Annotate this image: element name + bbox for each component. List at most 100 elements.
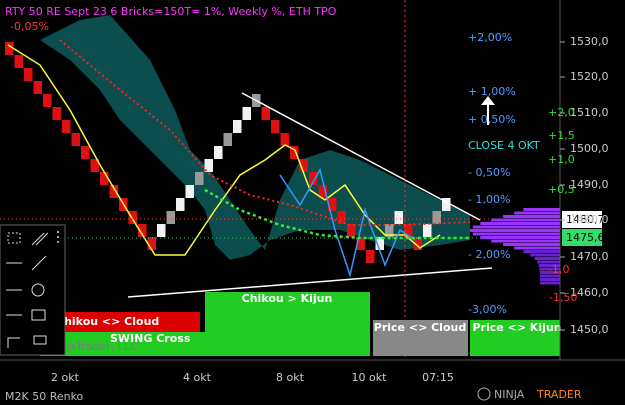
side-level: +1,0 bbox=[548, 153, 575, 166]
brick-down bbox=[138, 224, 147, 237]
change: -0,05% bbox=[10, 20, 49, 33]
brick-down bbox=[261, 107, 270, 120]
tool-ellipse[interactable] bbox=[31, 283, 45, 297]
panel-label: SWING Cross bbox=[110, 332, 191, 345]
tpo-bar bbox=[523, 250, 560, 253]
brick-down bbox=[71, 133, 80, 146]
brick-up bbox=[442, 198, 451, 211]
brick-down bbox=[81, 146, 90, 159]
brick-down bbox=[109, 185, 118, 198]
tpo-bar bbox=[472, 225, 560, 229]
panel-label: Price <> Cloud bbox=[374, 321, 466, 334]
tpo-bar bbox=[472, 232, 560, 236]
tpo-bar bbox=[514, 211, 560, 215]
chikou-line bbox=[279, 168, 416, 278]
panel-label: Chikou <> Cloud bbox=[56, 315, 159, 328]
time-label: 4 okt bbox=[183, 371, 212, 384]
tenkan-line bbox=[59, 39, 471, 226]
brick-down bbox=[299, 159, 308, 172]
kijun-price-box bbox=[562, 229, 602, 246]
tpo-bar bbox=[514, 246, 560, 250]
ichimoku-cloud bbox=[40, 15, 470, 260]
brick-down bbox=[33, 81, 42, 94]
brick-down bbox=[62, 120, 71, 133]
brick-down bbox=[290, 146, 299, 159]
tpo-bar bbox=[539, 271, 560, 274]
brick-up bbox=[375, 237, 384, 250]
price-label: 1480,0 bbox=[570, 213, 609, 226]
trend-line-lower bbox=[127, 267, 493, 298]
last-price: 1480,7 bbox=[566, 213, 605, 226]
brick-up bbox=[166, 211, 175, 224]
tool-select[interactable] bbox=[7, 232, 21, 244]
brick-down bbox=[128, 211, 137, 224]
price-label: 1500,0 bbox=[570, 142, 609, 155]
brick-up bbox=[204, 159, 213, 172]
tpo-bar bbox=[539, 274, 560, 278]
percent-level: CLOSE 4 OKT bbox=[468, 139, 540, 152]
brick-down bbox=[5, 42, 14, 55]
tool-channel[interactable] bbox=[31, 232, 45, 246]
percent-level: + 1,00% bbox=[468, 85, 516, 98]
price-label: 1470,0 bbox=[570, 250, 609, 263]
brick-down bbox=[413, 237, 422, 250]
brick-up bbox=[394, 211, 403, 224]
tpo-bar bbox=[534, 257, 560, 260]
chart-title: RTY 50 RE Sept 23 6 Bricks=150T= 1%, Wee… bbox=[5, 5, 337, 18]
brick-down bbox=[14, 55, 23, 68]
trend-line-upper bbox=[241, 92, 481, 221]
brick-down bbox=[43, 94, 52, 107]
brick-down bbox=[147, 237, 156, 250]
price-label: 1520,0 bbox=[570, 70, 609, 83]
logo-ninja: NINJA bbox=[494, 388, 525, 401]
percent-level: - 0,50% bbox=[468, 166, 510, 179]
brick-up bbox=[185, 185, 194, 198]
footer: M2K 50 Renko bbox=[5, 390, 84, 403]
price-label: 1450,0 bbox=[570, 323, 609, 336]
tool-line[interactable] bbox=[31, 255, 47, 271]
brick-up bbox=[233, 120, 242, 133]
tpo-bar bbox=[523, 208, 560, 211]
time-label: 10 okt bbox=[352, 371, 388, 384]
panel-label: Price <> Kijun bbox=[472, 321, 561, 334]
tool-rectangle[interactable] bbox=[31, 309, 46, 321]
side-level: +1,5 bbox=[548, 129, 575, 142]
tpo-bar bbox=[530, 253, 560, 257]
brick-down bbox=[90, 159, 99, 172]
tpo-bar bbox=[537, 260, 560, 264]
tpo-profile bbox=[470, 208, 560, 285]
price-label: 1510,0 bbox=[570, 106, 609, 119]
tpo-bar bbox=[491, 239, 560, 243]
panel-chikou-cloud bbox=[48, 312, 200, 332]
last-price-box bbox=[562, 211, 602, 228]
watermark: NinjaTrader, LLC bbox=[48, 340, 138, 353]
brick-down bbox=[337, 211, 346, 224]
time-label: 8 okt bbox=[276, 371, 305, 384]
brick-down bbox=[366, 250, 375, 263]
time-label: 07:15 bbox=[422, 371, 454, 384]
percent-level: -3,00% bbox=[468, 303, 507, 316]
tpo-bar bbox=[503, 243, 560, 246]
brick-down bbox=[404, 224, 413, 237]
price-label: 1460,0 bbox=[570, 286, 609, 299]
price-label: 1490,0 bbox=[570, 178, 609, 191]
tpo-bar bbox=[539, 278, 560, 281]
brick-down bbox=[24, 68, 33, 81]
brick-down bbox=[280, 133, 289, 146]
tpo-bar bbox=[539, 281, 560, 285]
brick-up bbox=[423, 224, 432, 237]
price-label: 1530,0 bbox=[570, 35, 609, 48]
tool-text[interactable] bbox=[33, 335, 47, 345]
percent-level: +2,00% bbox=[468, 31, 512, 44]
brick-up bbox=[157, 224, 166, 237]
brick-down bbox=[328, 198, 337, 211]
tpo-bar bbox=[480, 222, 560, 225]
brick-up bbox=[195, 172, 204, 185]
brick-down bbox=[356, 237, 365, 250]
brick-down bbox=[318, 185, 327, 198]
brick-up bbox=[176, 198, 185, 211]
side-level: -1,50 bbox=[549, 291, 577, 304]
tpo-bar bbox=[480, 236, 560, 239]
tool-arrow[interactable] bbox=[7, 337, 20, 348]
